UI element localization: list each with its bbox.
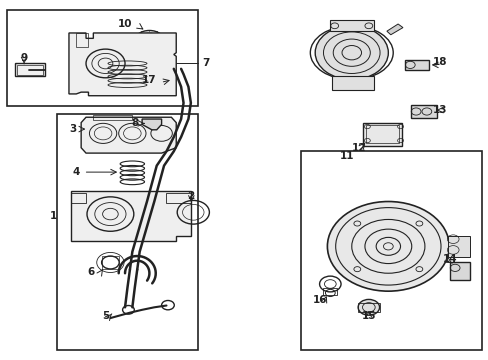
Circle shape: [134, 31, 164, 53]
Text: 7: 7: [202, 58, 209, 68]
Polygon shape: [69, 33, 176, 96]
Bar: [323, 288, 336, 296]
Bar: [15, 63, 44, 76]
Text: 3: 3: [69, 124, 76, 134]
Bar: [357, 303, 379, 312]
Circle shape: [357, 300, 379, 315]
Bar: [410, 105, 436, 118]
Polygon shape: [71, 191, 190, 241]
Text: 5: 5: [102, 311, 109, 320]
Text: 16: 16: [312, 295, 326, 305]
Bar: [362, 123, 402, 146]
Circle shape: [315, 26, 387, 80]
Circle shape: [327, 202, 448, 291]
Bar: [447, 235, 469, 257]
Text: 6: 6: [87, 267, 94, 277]
Bar: [331, 76, 373, 90]
Text: 18: 18: [432, 57, 447, 67]
Text: 8: 8: [131, 118, 138, 128]
Bar: [449, 262, 469, 280]
Polygon shape: [142, 119, 161, 130]
Bar: [93, 116, 132, 120]
Text: 12: 12: [351, 143, 366, 153]
Polygon shape: [386, 24, 402, 35]
Text: 1: 1: [50, 211, 57, 221]
Text: 9: 9: [20, 53, 28, 63]
Text: 17: 17: [142, 75, 157, 85]
Bar: [300, 151, 482, 350]
Bar: [365, 125, 398, 143]
Text: 4: 4: [72, 167, 80, 177]
Polygon shape: [81, 117, 176, 153]
Text: 13: 13: [432, 105, 447, 115]
Text: 10: 10: [118, 19, 132, 29]
Text: 14: 14: [442, 254, 456, 264]
Text: 11: 11: [339, 150, 353, 161]
Bar: [17, 64, 43, 75]
Bar: [329, 21, 373, 31]
Text: 15: 15: [361, 311, 375, 320]
Bar: [7, 10, 198, 107]
Bar: [57, 114, 198, 350]
Bar: [405, 60, 428, 70]
Bar: [102, 256, 119, 269]
Text: 2: 2: [187, 191, 194, 201]
Bar: [76, 33, 88, 47]
